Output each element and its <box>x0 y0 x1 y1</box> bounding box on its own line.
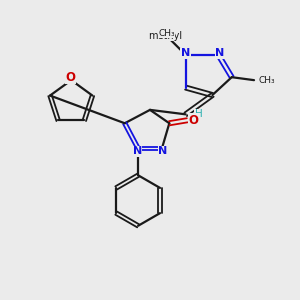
Text: N: N <box>158 146 167 157</box>
Text: O: O <box>66 71 76 84</box>
Text: CH₃: CH₃ <box>259 76 275 85</box>
Text: H: H <box>195 109 202 119</box>
Text: N: N <box>181 48 190 59</box>
Text: methyl: methyl <box>148 31 182 40</box>
Text: O: O <box>188 114 198 127</box>
Text: CH₃: CH₃ <box>158 29 175 38</box>
Text: N: N <box>215 48 224 59</box>
Text: N: N <box>133 146 142 157</box>
